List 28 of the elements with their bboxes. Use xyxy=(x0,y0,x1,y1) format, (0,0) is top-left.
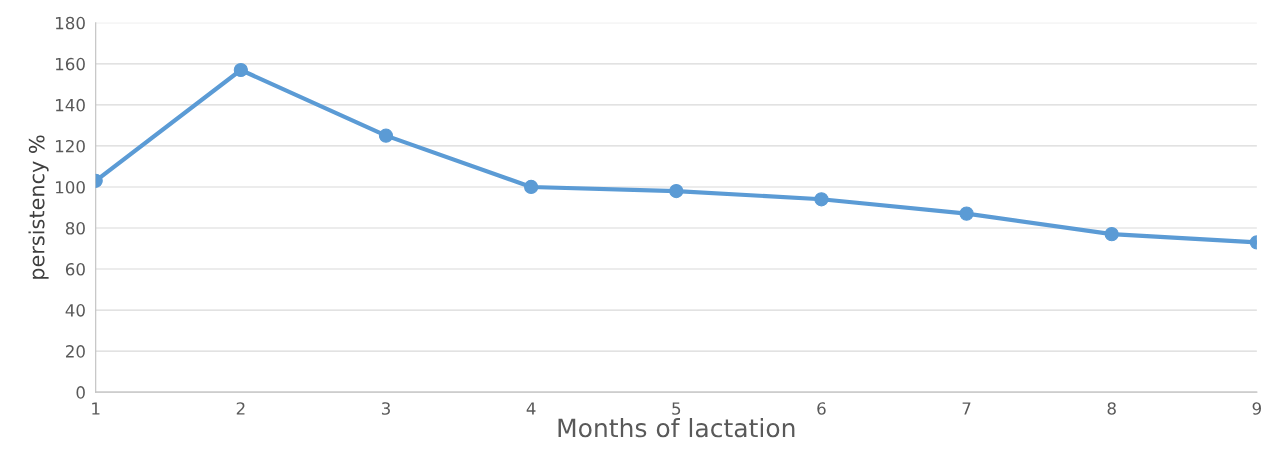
x-tick-label: 8 xyxy=(1107,402,1116,415)
x-axis-title: Months of lactation xyxy=(558,418,795,438)
point xyxy=(1104,227,1119,242)
point xyxy=(669,183,684,199)
y-tick-label: 40 xyxy=(65,304,85,317)
y-tick-label: 120 xyxy=(56,139,85,153)
point xyxy=(814,192,829,207)
x-tick-label: 1 xyxy=(92,402,100,415)
y-axis-title: persistency % xyxy=(28,135,49,279)
x-tick-label: 7 xyxy=(962,402,971,415)
x-tick-label: 9 xyxy=(1252,402,1261,415)
x-tick-label: 2 xyxy=(236,402,245,415)
point xyxy=(524,179,539,195)
point xyxy=(233,62,248,78)
y-tick-label: 140 xyxy=(56,98,85,112)
y-tick-label: 100 xyxy=(56,180,85,194)
y-tick-label: 80 xyxy=(65,221,85,235)
x-tick-label: 4 xyxy=(526,402,536,415)
point xyxy=(959,206,974,221)
y-tick-label: 60 xyxy=(65,263,85,276)
y-tick-label: 160 xyxy=(56,57,85,71)
y-tick-label: 0 xyxy=(76,386,85,399)
x-tick-label: 5 xyxy=(672,402,681,415)
point xyxy=(378,128,394,143)
y-tick-label: 20 xyxy=(65,345,85,358)
x-tick-label: 6 xyxy=(817,402,826,415)
x-tick-label: 3 xyxy=(381,402,390,415)
y-tick-label: 180 xyxy=(56,16,85,30)
